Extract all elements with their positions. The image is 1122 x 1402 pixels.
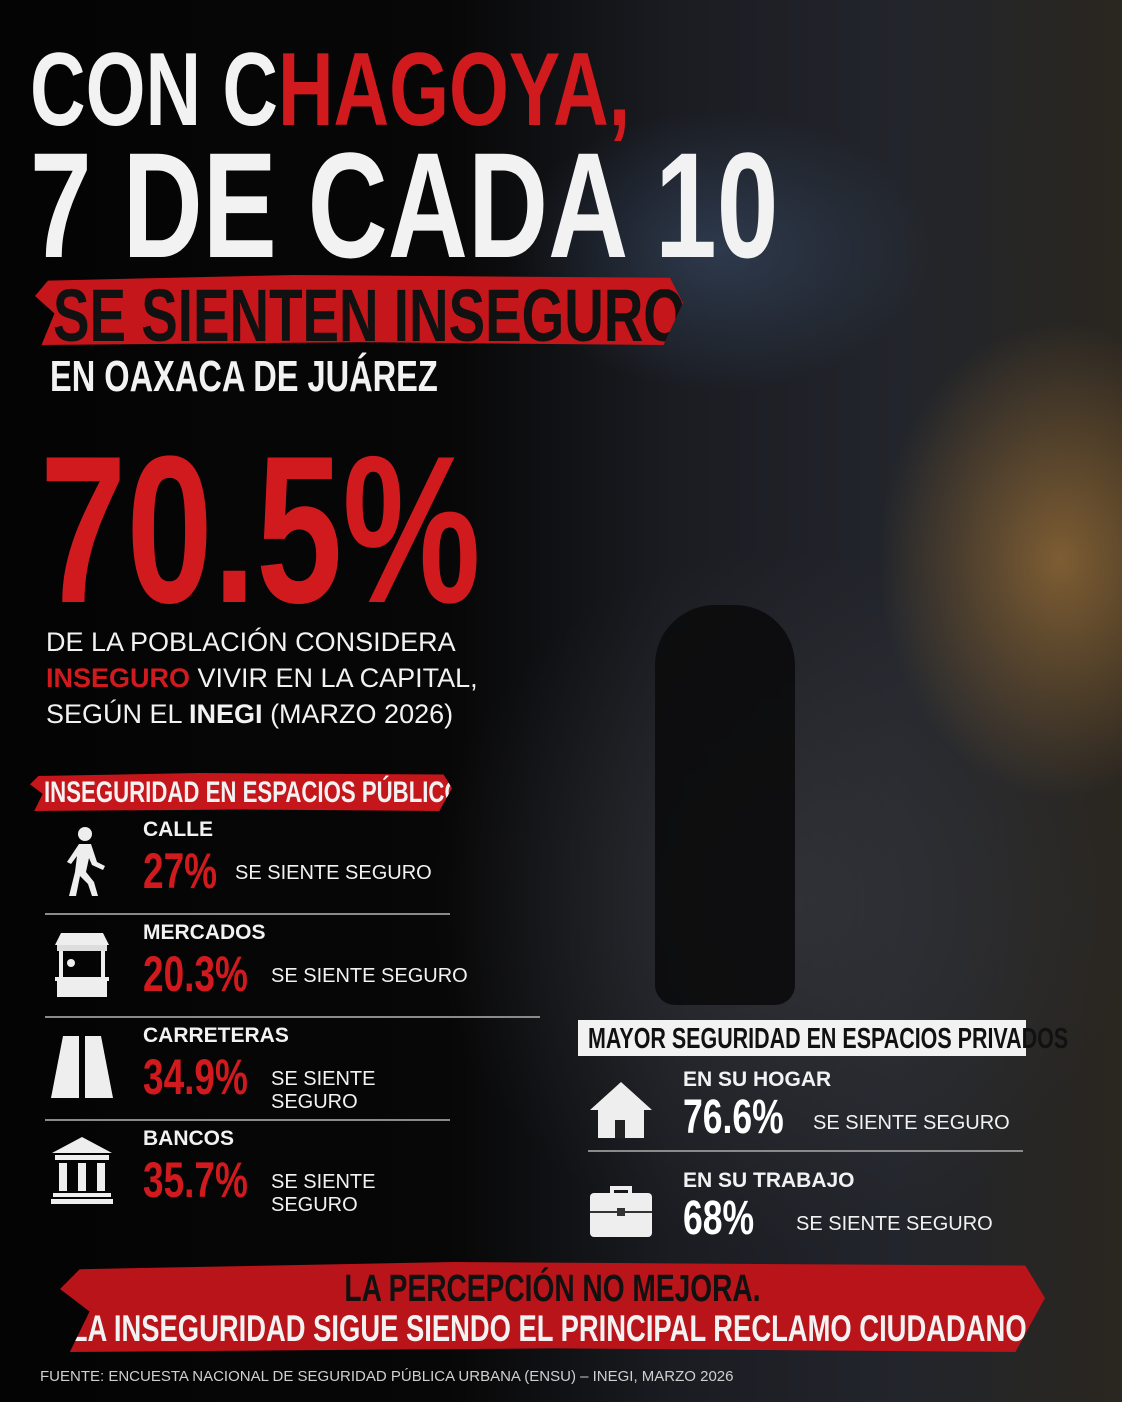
public-item-carreteras: CARRETERAS 34.9% SE SIENTE SEGURO [45, 1018, 450, 1121]
private-item-hogar: EN SU HOGAR 76.6% SE SIENTE SEGURO [588, 1062, 1023, 1152]
headline-stat-description: DE LA POBLACIÓN CONSIDERA INSEGURO VIVIR… [46, 627, 478, 729]
public-item-calle: CALLE 27% SE SIENTE SEGURO [45, 812, 450, 915]
briefcase-icon [590, 1186, 652, 1237]
public-spaces-header: INSEGURIDAD EN ESPACIOS PÚBLICOS [30, 773, 452, 811]
footer-banner: LA PERCEPCIÓN NO MEJORA. LA INSEGURIDAD … [60, 1262, 1045, 1352]
title-text: CON C [30, 32, 278, 148]
title-banner: SE SIENTEN INSEGUROS [35, 275, 683, 345]
headline-stat-value: 70.5% [40, 412, 481, 647]
private-spaces-header: MAYOR SEGURIDAD EN ESPACIOS PRIVADOS [578, 1020, 1068, 1056]
bank-icon [51, 1137, 113, 1204]
house-icon [590, 1082, 652, 1138]
public-item-bancos: BANCOS 35.7% SE SIENTE SEGURO [45, 1121, 450, 1224]
street-scene-figure [655, 605, 795, 1005]
market-stall-icon [55, 933, 109, 997]
public-item-mercados: MERCADOS 20.3% SE SIENTE SEGURO [45, 915, 540, 1018]
title-line-1: CON CHAGOYA, [30, 38, 841, 142]
location-text: EN OAXACA DE JUÁREZ [50, 352, 438, 401]
title-highlight: HAGOYA, [277, 32, 631, 148]
walking-person-icon [67, 827, 105, 896]
source-note: FUENTE: ENCUESTA NACIONAL DE SEGURIDAD P… [40, 1368, 734, 1385]
private-item-trabajo: EN SU TRABAJO 68% SE SIENTE SEGURO [588, 1163, 1023, 1253]
road-icon [51, 1036, 113, 1098]
title-line-2: 7 DE CADA 10 [30, 121, 779, 289]
